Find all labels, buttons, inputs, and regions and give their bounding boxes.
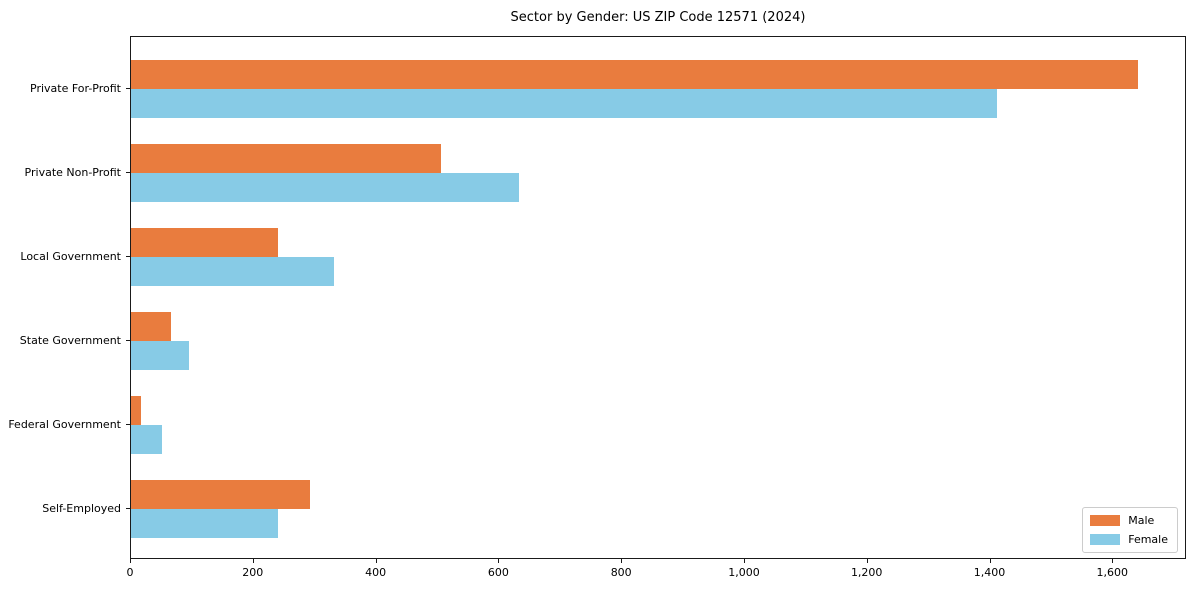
- xtick-label-1400: 1,400: [973, 566, 1006, 579]
- ytick-label-private-for-profit: Private For-Profit: [30, 81, 121, 95]
- xtick-label-800: 800: [610, 566, 632, 579]
- bar-female-state-government: [131, 341, 190, 371]
- bar-female-private-for-profit: [131, 89, 997, 119]
- xtick-mark: [498, 559, 500, 563]
- ytick-label-self-employed: Self-Employed: [42, 501, 121, 515]
- ytick-mark: [126, 424, 130, 426]
- legend-label-male: Male: [1128, 514, 1155, 527]
- ytick-mark: [126, 508, 130, 510]
- xtick-mark: [1112, 559, 1114, 563]
- xtick-mark: [866, 559, 868, 563]
- bar-male-federal-government: [131, 396, 141, 426]
- legend: Male Female: [1082, 507, 1178, 553]
- ytick-mark: [126, 88, 130, 90]
- xtick-label-1200: 1,200: [850, 566, 883, 579]
- legend-swatch-female: [1090, 534, 1121, 545]
- xtick-label-1600: 1,600: [1096, 566, 1129, 579]
- xtick-mark: [621, 559, 623, 563]
- bar-male-state-government: [131, 312, 171, 342]
- ytick-mark: [126, 340, 130, 342]
- bar-male-private-for-profit: [131, 60, 1138, 90]
- legend-swatch-male: [1090, 515, 1121, 526]
- bar-female-self-employed: [131, 509, 279, 539]
- xtick-mark: [989, 559, 991, 563]
- xtick-mark: [375, 559, 377, 563]
- ytick-label-private-non-profit: Private Non-Profit: [24, 165, 121, 179]
- xtick-label-0: 0: [126, 566, 134, 579]
- ytick-mark: [126, 256, 130, 258]
- xtick-mark: [744, 559, 745, 563]
- bar-female-private-non-profit: [131, 173, 519, 203]
- xtick-label-400: 400: [365, 566, 387, 579]
- xtick-label-200: 200: [242, 566, 264, 579]
- bar-male-self-employed: [131, 480, 311, 510]
- ytick-label-local-government: Local Government: [20, 249, 121, 263]
- legend-row-female: Female: [1090, 533, 1168, 546]
- chart-title: Sector by Gender: US ZIP Code 12571 (202…: [510, 10, 806, 25]
- bar-female-federal-government: [131, 425, 162, 455]
- xtick-label-600: 600: [487, 566, 509, 579]
- xtick-mark: [252, 559, 254, 563]
- ytick-label-federal-government: Federal Government: [8, 417, 121, 431]
- ytick-label-state-government: State Government: [19, 333, 121, 347]
- bar-male-local-government: [131, 228, 279, 258]
- bar-female-local-government: [131, 257, 334, 287]
- ytick-mark: [126, 172, 130, 174]
- legend-label-female: Female: [1128, 533, 1168, 546]
- plot-area: Male Female: [130, 36, 1186, 559]
- bar-male-private-non-profit: [131, 144, 441, 174]
- xtick-label-1000: 1,000: [728, 566, 760, 579]
- xtick-mark: [130, 559, 131, 563]
- legend-row-male: Male: [1090, 514, 1168, 527]
